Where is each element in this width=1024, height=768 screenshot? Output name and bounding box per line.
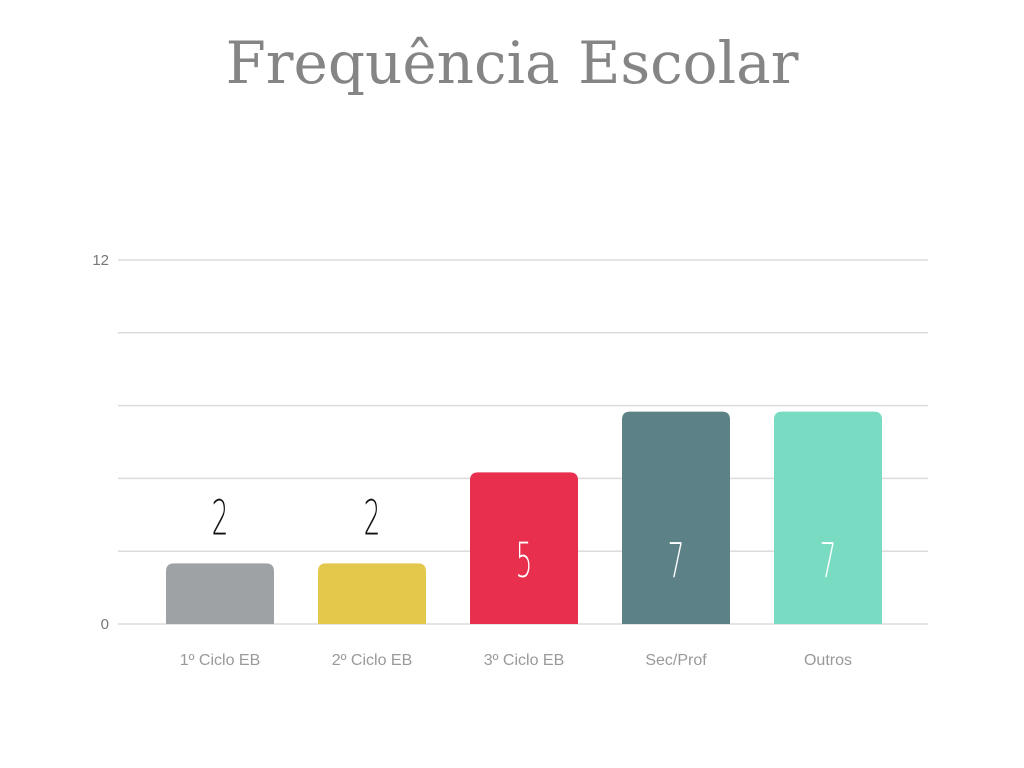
y-tick-label: 12 (92, 252, 109, 269)
value-label: 5 (516, 534, 533, 590)
bar (470, 472, 578, 624)
bar (318, 563, 426, 624)
y-tick-label: 0 (101, 616, 109, 633)
bar (774, 411, 882, 624)
value-label: 7 (820, 534, 837, 590)
x-tick-label: 2º Ciclo EB (332, 652, 413, 669)
value-label: 7 (668, 534, 685, 590)
x-tick-label: Sec/Prof (645, 652, 707, 669)
x-tick-label: 1º Ciclo EB (180, 652, 261, 669)
value-label: 2 (364, 491, 381, 547)
bar (622, 411, 730, 624)
value-label: 2 (212, 491, 229, 547)
x-tick-label: Outros (804, 652, 852, 669)
chart-title: Frequência Escolar (226, 29, 799, 97)
x-tick-label: 3º Ciclo EB (484, 652, 565, 669)
bar (166, 563, 274, 624)
